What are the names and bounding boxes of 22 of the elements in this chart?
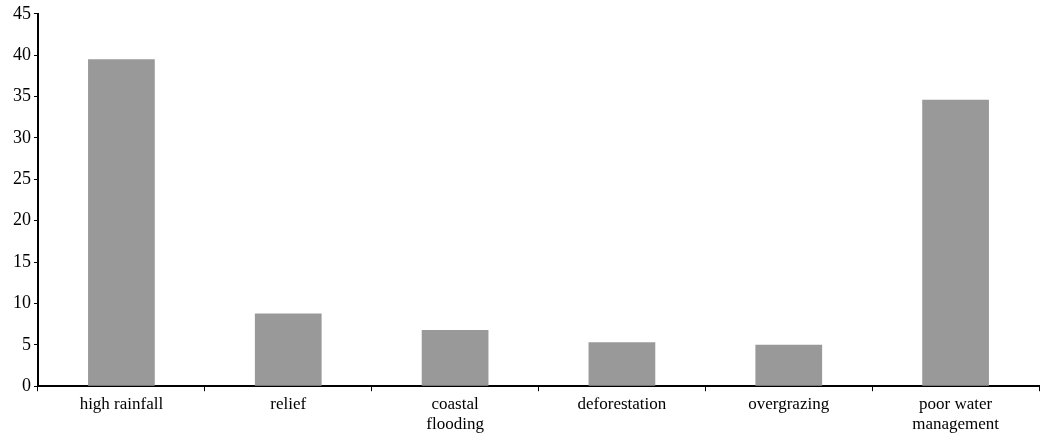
- y-tick-label: 10: [13, 292, 31, 313]
- y-tick-label: 0: [22, 374, 31, 395]
- y-tick-label: 20: [13, 209, 31, 230]
- x-tick-label: overgrazing: [748, 393, 830, 413]
- y-tick-label: 25: [13, 168, 31, 189]
- bar: [88, 59, 155, 386]
- x-tick-label: coastal flooding: [426, 393, 485, 434]
- y-tick-label: 5: [22, 333, 31, 354]
- y-tick-label: 15: [13, 250, 31, 271]
- x-tick-label: deforestation: [577, 393, 667, 413]
- y-tick-label: 35: [13, 85, 31, 106]
- y-tick-label: 40: [13, 43, 31, 64]
- bar: [254, 313, 322, 386]
- bar: [421, 329, 489, 386]
- bar: [588, 342, 656, 386]
- bar: [755, 344, 823, 386]
- x-tick-label: relief: [270, 393, 307, 413]
- x-tick-label: high rainfall: [79, 393, 164, 413]
- y-tick-label: 45: [13, 2, 31, 23]
- x-tick-label: poor water management: [912, 393, 1000, 434]
- y-tick-label: 30: [13, 126, 31, 147]
- bar: [922, 99, 989, 386]
